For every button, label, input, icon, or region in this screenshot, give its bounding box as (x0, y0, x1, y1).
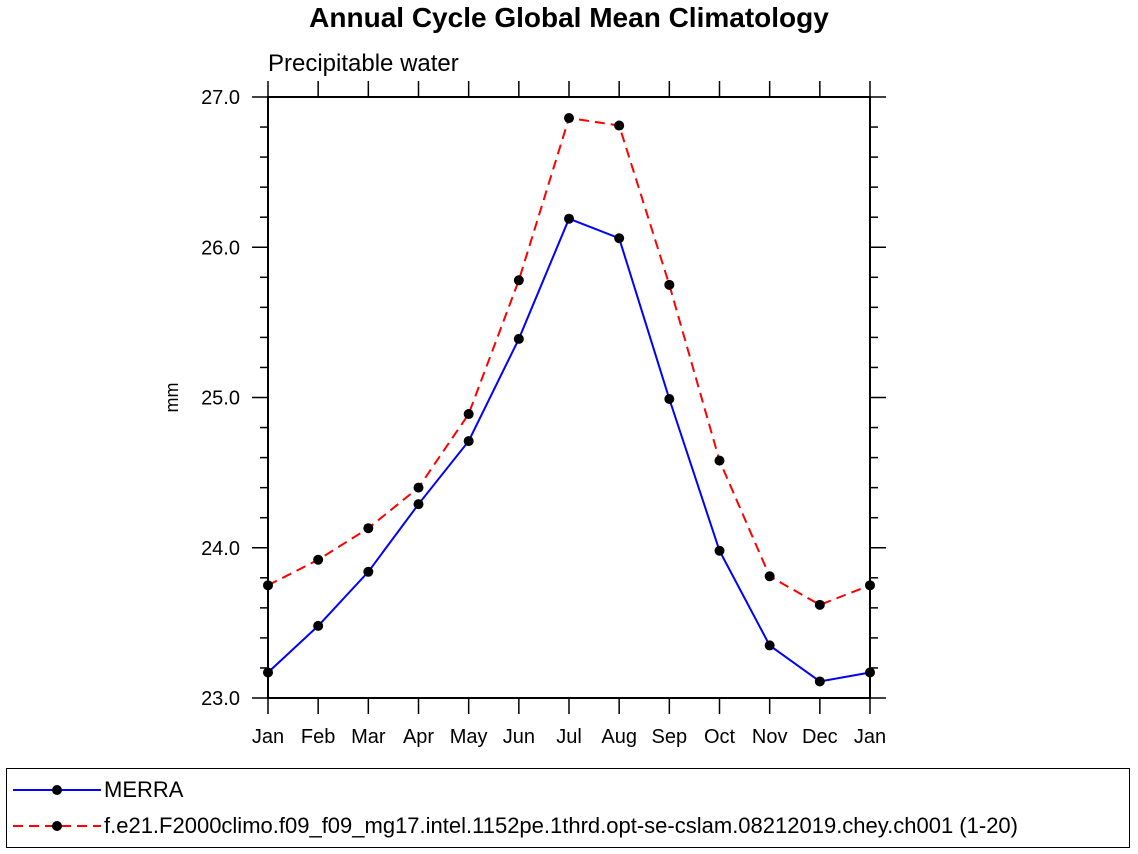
series-0-point (363, 566, 374, 577)
series-1-point (313, 554, 324, 565)
series-1-point (814, 599, 825, 610)
series-0-point (463, 436, 474, 447)
chart-title: Annual Cycle Global Mean Climatology (309, 2, 829, 33)
series-line-0 (267, 217, 871, 683)
x-tick-label: Jul (556, 726, 582, 748)
y-axis-label: mm (162, 383, 182, 413)
x-tick-label: Feb (301, 726, 335, 748)
series-1-point (564, 113, 574, 124)
x-tick-label: Oct (704, 726, 736, 748)
x-tick-label: Apr (403, 726, 434, 748)
series-1-point (513, 275, 524, 286)
chart-subtitle: Precipitable water (268, 50, 459, 77)
legend-line-merra (13, 785, 101, 795)
plot-area: 23.0 24.0 25.0 26.0 27.0 Jan Feb Mar Apr May Jun Ju… (162, 81, 886, 748)
legend-line-model (13, 821, 101, 831)
x-tick-label: Aug (601, 726, 637, 748)
y-tick-label: 25.0 (201, 388, 240, 410)
x-tick-label: Jan (854, 726, 886, 748)
series-0-point (714, 545, 725, 556)
series-0-point (614, 233, 625, 244)
series-0-point (564, 213, 574, 224)
legend: MERRA f.e21.F2000climo.f09_f09_mg17.inte… (6, 768, 1130, 848)
series-1-point (764, 571, 775, 582)
y-tick-label: 24.0 (201, 538, 240, 560)
x-tick-label: Jan (252, 726, 284, 748)
series-0-point (413, 499, 424, 510)
legend-item-model: f.e21.F2000climo.f09_f09_mg17.intel.1152… (7, 809, 1129, 843)
series-0-point (263, 667, 273, 678)
series-1-point (664, 279, 675, 290)
legend-label-model: f.e21.F2000climo.f09_f09_mg17.intel.1152… (104, 813, 1018, 838)
series-0-point (764, 640, 775, 651)
series-0-point (513, 333, 524, 344)
series-1-point (614, 120, 625, 131)
x-tick-label: May (450, 726, 488, 748)
series-1-point (263, 580, 273, 591)
y-tick-label: 27.0 (201, 87, 240, 109)
series-1-point (413, 482, 424, 493)
x-tick-label: Nov (752, 726, 788, 748)
series-0-point (664, 394, 675, 405)
y-tick-label: 23.0 (201, 688, 240, 710)
series-line-1 (267, 116, 871, 606)
series-0-point (865, 667, 875, 678)
legend-item-merra: MERRA (7, 773, 1129, 807)
series-1-point (714, 455, 725, 466)
series-0-point (313, 620, 324, 631)
x-tick-label: Sep (652, 726, 688, 748)
series-1-point (865, 580, 875, 591)
x-tick-label: Mar (351, 726, 386, 748)
x-tick-label: Jun (503, 726, 535, 748)
plot-frame (267, 96, 871, 699)
series-1-point (463, 409, 474, 420)
series-1-point (363, 523, 374, 534)
y-tick-label: 26.0 (201, 237, 240, 259)
x-tick-label: Dec (802, 726, 838, 748)
series-0-point (814, 676, 825, 687)
legend-label-merra: MERRA (104, 777, 184, 802)
